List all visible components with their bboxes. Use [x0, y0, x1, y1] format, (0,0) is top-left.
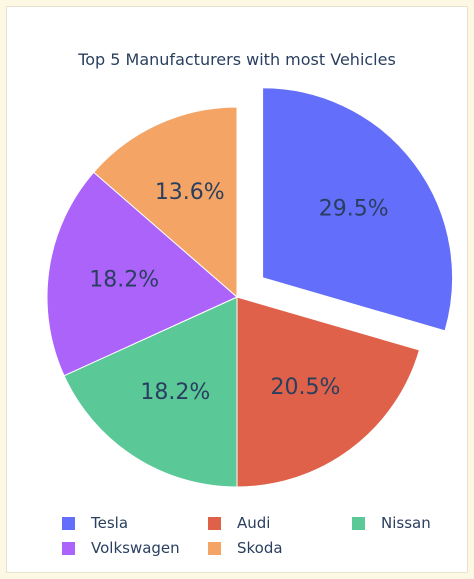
legend-swatch-nissan — [352, 516, 365, 530]
legend-swatch-volkswagen — [62, 541, 75, 555]
legend-item-nissan[interactable]: Nissan — [352, 514, 431, 532]
legend-swatch-audi — [208, 516, 221, 530]
pie-slice-volkswagen[interactable] — [46, 171, 238, 377]
pie-slice-skoda[interactable] — [92, 106, 238, 299]
pie-slice-audi[interactable] — [236, 296, 421, 488]
legend-swatch-skoda — [208, 541, 221, 555]
legend-item-tesla[interactable]: Tesla — [62, 514, 128, 532]
legend-label-nissan: Nissan — [381, 514, 431, 532]
legend-swatch-tesla — [62, 516, 75, 530]
slice-label-tesla: 29.5% — [319, 196, 389, 221]
slice-label-volkswagen: 18.2% — [89, 268, 159, 293]
legend-item-audi[interactable]: Audi — [208, 514, 270, 532]
pie-slice-nissan[interactable] — [63, 296, 238, 488]
legend-item-volkswagen[interactable]: Volkswagen — [62, 539, 180, 557]
pie-slice-tesla[interactable] — [262, 87, 454, 332]
legend-label-tesla: Tesla — [91, 514, 129, 532]
slice-label-audi: 20.5% — [271, 375, 341, 400]
chart-title: Top 5 Manufacturers with most Vehicles — [78, 50, 396, 69]
legend-item-skoda[interactable]: Skoda — [208, 539, 283, 557]
slice-label-nissan: 18.2% — [140, 380, 210, 405]
legend-label-volkswagen: Volkswagen — [91, 539, 180, 557]
legend-label-audi: Audi — [237, 514, 271, 532]
legend-label-skoda: Skoda — [237, 539, 283, 557]
slice-label-skoda: 13.6% — [155, 180, 225, 205]
